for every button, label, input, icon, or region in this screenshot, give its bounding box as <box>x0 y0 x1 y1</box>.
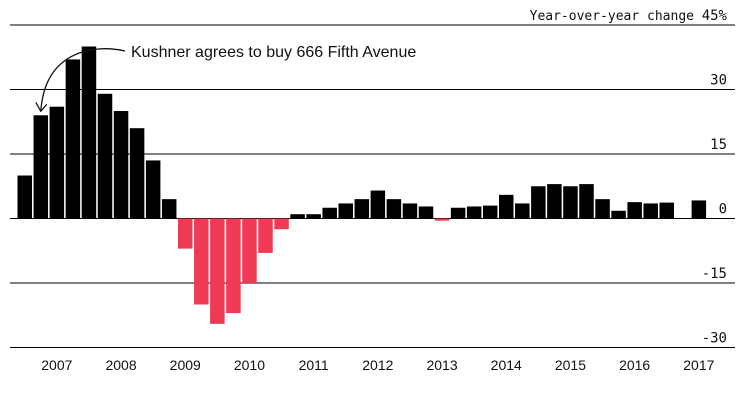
bar <box>17 175 32 219</box>
bar <box>306 214 321 219</box>
bar <box>482 205 498 219</box>
bar <box>466 206 482 219</box>
bar <box>338 203 353 219</box>
x-tick-labels: 2007 2008 2009 2010 2011 2012 2013 2014 2015 2016… <box>41 357 714 373</box>
x-tick-label: 2010 <box>234 357 265 373</box>
bar <box>579 184 594 219</box>
bar <box>354 199 370 219</box>
bar <box>659 202 674 219</box>
bars <box>17 46 707 324</box>
bar <box>194 218 209 305</box>
bar <box>563 186 578 219</box>
bar <box>210 218 225 324</box>
annotation-text: Kushner agrees to buy 666 Fifth Avenue <box>131 44 416 61</box>
bar <box>129 128 145 219</box>
y-tick-labels: 45% 30 15 0 -15 -30 <box>702 8 728 347</box>
bar <box>65 59 81 219</box>
x-tick-label: 2015 <box>555 357 586 373</box>
bar <box>161 199 177 219</box>
bar <box>49 106 65 219</box>
bar <box>386 199 402 219</box>
y-tick-label: 15 <box>710 137 727 153</box>
bar <box>402 203 418 219</box>
bar <box>450 207 466 219</box>
bar <box>274 218 289 230</box>
bar <box>547 184 562 219</box>
bar <box>97 93 113 219</box>
bar <box>81 46 97 219</box>
y-tick-label: 30 <box>710 73 727 89</box>
bar <box>290 214 305 219</box>
x-tick-label: 2008 <box>105 357 136 373</box>
x-tick-label: 2009 <box>170 357 201 373</box>
x-tick-label: 2007 <box>41 357 72 373</box>
annotation-arrow <box>40 48 126 112</box>
bar <box>242 218 257 283</box>
bar <box>611 210 626 219</box>
bar <box>531 186 546 219</box>
x-tick-label: 2017 <box>683 357 714 373</box>
y-tick-label: 45% <box>702 8 728 24</box>
y-tick-label: -15 <box>702 266 727 282</box>
annotation-arrowhead <box>35 101 48 113</box>
bar <box>691 200 707 219</box>
bar <box>515 203 530 219</box>
x-tick-label: 2011 <box>299 357 329 373</box>
x-tick-label: 2016 <box>619 357 650 373</box>
y-axis-label: Year-over-year change <box>530 9 695 24</box>
y-tick-label: 0 <box>719 202 727 218</box>
bar <box>434 218 450 221</box>
bar <box>499 194 514 219</box>
y-tick-label: -30 <box>702 331 727 347</box>
bar <box>226 218 241 314</box>
bar <box>258 218 273 253</box>
bar <box>322 207 337 219</box>
bar <box>595 199 610 219</box>
bar <box>33 115 49 219</box>
bar <box>643 203 658 219</box>
x-tick-label: 2014 <box>491 357 522 373</box>
bar <box>627 202 642 219</box>
x-tick-label: 2013 <box>426 357 457 373</box>
bar <box>145 160 161 219</box>
x-tick-label: 2012 <box>362 357 393 373</box>
bar <box>418 206 434 219</box>
bar <box>113 111 129 219</box>
bar <box>370 190 386 219</box>
annotation: Kushner agrees to buy 666 Fifth Avenue <box>35 44 416 113</box>
bar <box>178 218 193 249</box>
